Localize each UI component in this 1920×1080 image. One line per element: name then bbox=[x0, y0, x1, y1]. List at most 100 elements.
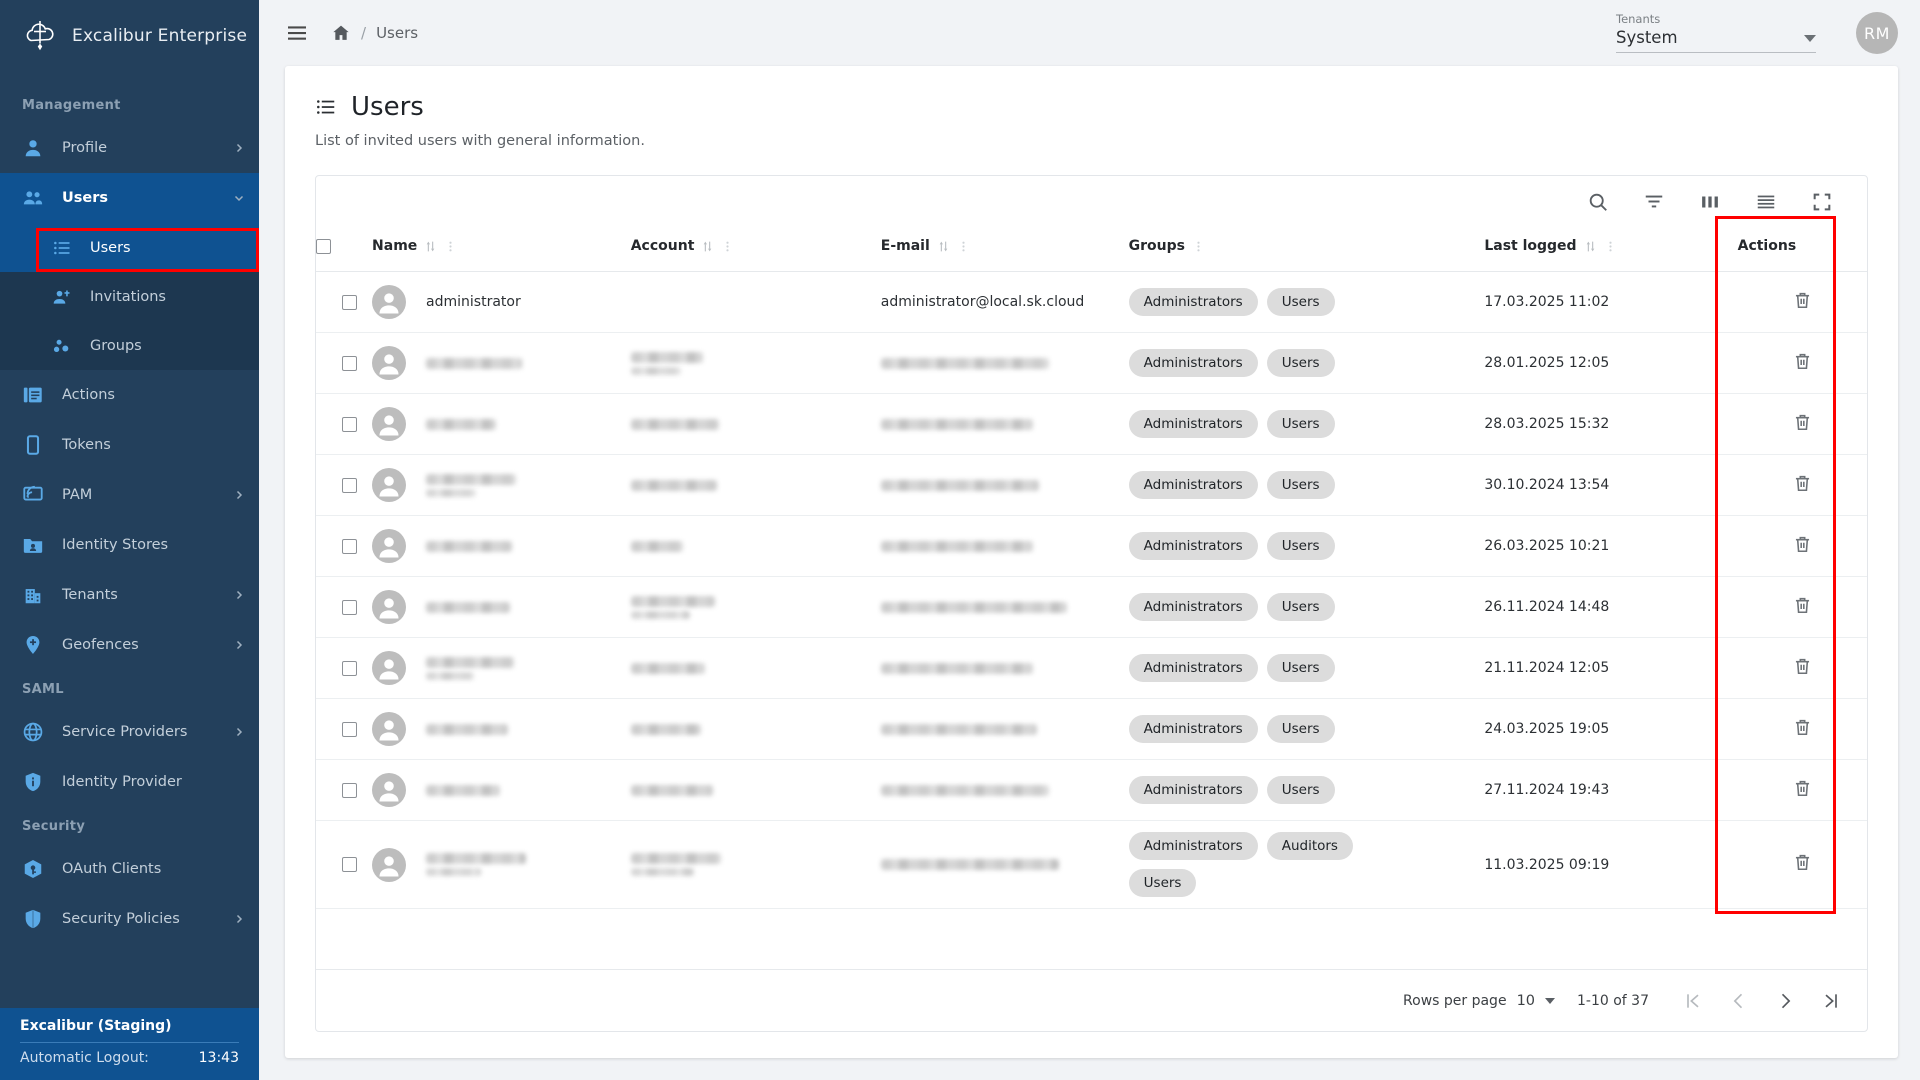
table-row[interactable]: Administrators Users 28.03.2025 15:32 bbox=[316, 393, 1867, 455]
trash-icon[interactable] bbox=[1792, 656, 1813, 677]
sidebar-item-users-sub[interactable]: Users bbox=[0, 223, 259, 272]
table-header-account[interactable]: Account bbox=[630, 228, 881, 272]
trash-icon[interactable] bbox=[1792, 534, 1813, 555]
trash-icon[interactable] bbox=[1792, 290, 1813, 311]
sidebar-item-profile[interactable]: Profile bbox=[0, 123, 259, 173]
brand[interactable]: Excalibur Enterprise bbox=[0, 0, 259, 72]
sidebar-item-actions[interactable]: Actions bbox=[0, 370, 259, 420]
group-chip[interactable]: Users bbox=[1266, 532, 1335, 560]
sidebar-item-identity-provider[interactable]: Identity Provider bbox=[0, 757, 259, 807]
first-page-icon[interactable] bbox=[1683, 991, 1703, 1011]
group-chip[interactable]: Auditors bbox=[1266, 832, 1353, 860]
group-chip[interactable]: Administrators bbox=[1128, 715, 1258, 743]
sidebar-item-service-providers[interactable]: Service Providers bbox=[0, 707, 259, 757]
group-chip[interactable]: Users bbox=[1266, 776, 1335, 804]
sidebar-item-geofences[interactable]: Geofences bbox=[0, 620, 259, 670]
row-checkbox[interactable] bbox=[342, 857, 357, 872]
row-checkbox[interactable] bbox=[342, 721, 357, 737]
sidebar-item-tokens[interactable]: Tokens bbox=[0, 420, 259, 470]
table-row[interactable]: Administrators Users 27.11.2024 19:43 bbox=[316, 759, 1867, 821]
column-menu-icon[interactable] bbox=[1604, 240, 1617, 253]
sidebar-item-oauth-clients[interactable]: OAuth Clients bbox=[0, 844, 259, 894]
group-chip[interactable]: Administrators bbox=[1128, 776, 1258, 804]
row-checkbox[interactable] bbox=[342, 660, 357, 676]
trash-icon[interactable] bbox=[1792, 351, 1813, 372]
last-page-icon[interactable] bbox=[1821, 991, 1841, 1011]
table-header-name[interactable]: Name bbox=[372, 228, 631, 272]
group-chip[interactable]: Users bbox=[1266, 288, 1335, 316]
table-row[interactable]: Administrators Auditors Users 11.03.2025 09… bbox=[316, 820, 1867, 909]
sidebar-item-identity-stores[interactable]: Identity Stores bbox=[0, 520, 259, 570]
table-row[interactable]: Administrators Users 30.10.2024 13:54 bbox=[316, 454, 1867, 516]
group-chip[interactable]: Administrators bbox=[1128, 654, 1258, 682]
group-chip[interactable]: Administrators bbox=[1128, 471, 1258, 499]
group-chip[interactable]: Administrators bbox=[1128, 288, 1258, 316]
group-chip[interactable]: Administrators bbox=[1128, 410, 1258, 438]
row-checkbox[interactable] bbox=[342, 599, 357, 615]
sidebar-item-invitations[interactable]: Invitations bbox=[0, 272, 259, 321]
chevron-down-icon[interactable] bbox=[1545, 997, 1556, 1004]
sort-icon[interactable] bbox=[424, 240, 437, 253]
breadcrumb-current[interactable]: Users bbox=[376, 24, 419, 42]
sidebar-item-users[interactable]: Users bbox=[0, 173, 259, 223]
group-chip[interactable]: Administrators bbox=[1128, 349, 1258, 377]
column-menu-icon[interactable] bbox=[1192, 240, 1205, 253]
rows-per-page[interactable]: Rows per page 10 bbox=[1403, 993, 1556, 1009]
home-icon[interactable] bbox=[331, 23, 351, 43]
filter-icon[interactable] bbox=[1643, 191, 1665, 213]
row-checkbox[interactable] bbox=[342, 294, 357, 310]
group-chip[interactable]: Users bbox=[1266, 410, 1335, 438]
prev-page-icon[interactable] bbox=[1729, 991, 1749, 1011]
table-row[interactable]: Administrators Users 26.03.2025 10:21 bbox=[316, 515, 1867, 577]
row-checkbox[interactable] bbox=[342, 538, 357, 554]
row-checkbox[interactable] bbox=[342, 782, 357, 798]
table-row[interactable]: Administrators Users 21.11.2024 12:05 bbox=[316, 637, 1867, 699]
search-icon[interactable] bbox=[1587, 191, 1609, 213]
group-chip[interactable]: Users bbox=[1266, 715, 1335, 743]
group-chip[interactable]: Users bbox=[1266, 593, 1335, 621]
trash-icon[interactable] bbox=[1792, 595, 1813, 616]
chevron-down-icon[interactable] bbox=[1804, 34, 1816, 42]
fullscreen-icon[interactable] bbox=[1811, 191, 1833, 213]
sort-icon[interactable] bbox=[701, 240, 714, 253]
row-checkbox[interactable] bbox=[342, 416, 357, 432]
group-chip[interactable]: Users bbox=[1266, 654, 1335, 682]
trash-icon[interactable] bbox=[1792, 717, 1813, 738]
group-chip[interactable]: Users bbox=[1128, 869, 1197, 897]
table-row[interactable]: administrator administrator@local.sk.clou… bbox=[316, 271, 1867, 333]
column-menu-icon[interactable] bbox=[957, 240, 970, 253]
hamburger-menu-icon[interactable] bbox=[285, 21, 309, 45]
density-icon[interactable] bbox=[1755, 191, 1777, 213]
sort-icon[interactable] bbox=[937, 240, 950, 253]
trash-icon[interactable] bbox=[1792, 473, 1813, 494]
trash-icon[interactable] bbox=[1792, 778, 1813, 799]
table-header-last-logged[interactable]: Last logged bbox=[1484, 228, 1738, 272]
table-header-groups[interactable]: Groups bbox=[1128, 228, 1485, 272]
table-header-email[interactable]: E-mail bbox=[880, 228, 1129, 272]
next-page-icon[interactable] bbox=[1775, 991, 1795, 1011]
sidebar-item-groups[interactable]: Groups bbox=[0, 321, 259, 370]
tenant-select[interactable]: Tenants System bbox=[1616, 12, 1816, 55]
group-chip[interactable]: Administrators bbox=[1128, 532, 1258, 560]
table-row[interactable]: Administrators Users 28.01.2025 12:05 bbox=[316, 332, 1867, 394]
sidebar-item-pam[interactable]: PAM bbox=[0, 470, 259, 520]
avatar bbox=[372, 285, 407, 319]
group-chip[interactable]: Users bbox=[1266, 471, 1335, 499]
trash-icon[interactable] bbox=[1792, 412, 1813, 433]
avatar[interactable]: RM bbox=[1856, 12, 1898, 54]
column-menu-icon[interactable] bbox=[444, 240, 457, 253]
sidebar-item-security-policies[interactable]: Security Policies bbox=[0, 894, 259, 944]
column-menu-icon[interactable] bbox=[721, 240, 734, 253]
group-chip[interactable]: Users bbox=[1266, 349, 1335, 377]
table-row[interactable]: Administrators Users 26.11.2024 14:48 bbox=[316, 576, 1867, 638]
row-checkbox[interactable] bbox=[342, 355, 357, 371]
sort-icon[interactable] bbox=[1584, 240, 1597, 253]
group-chip[interactable]: Administrators bbox=[1128, 832, 1258, 860]
select-all-checkbox[interactable] bbox=[316, 238, 331, 254]
sidebar-item-tenants[interactable]: Tenants bbox=[0, 570, 259, 620]
columns-icon[interactable] bbox=[1699, 191, 1721, 213]
trash-icon[interactable] bbox=[1792, 852, 1813, 873]
group-chip[interactable]: Administrators bbox=[1128, 593, 1258, 621]
row-checkbox[interactable] bbox=[342, 477, 357, 493]
table-row[interactable]: Administrators Users 24.03.2025 19:05 bbox=[316, 698, 1867, 760]
